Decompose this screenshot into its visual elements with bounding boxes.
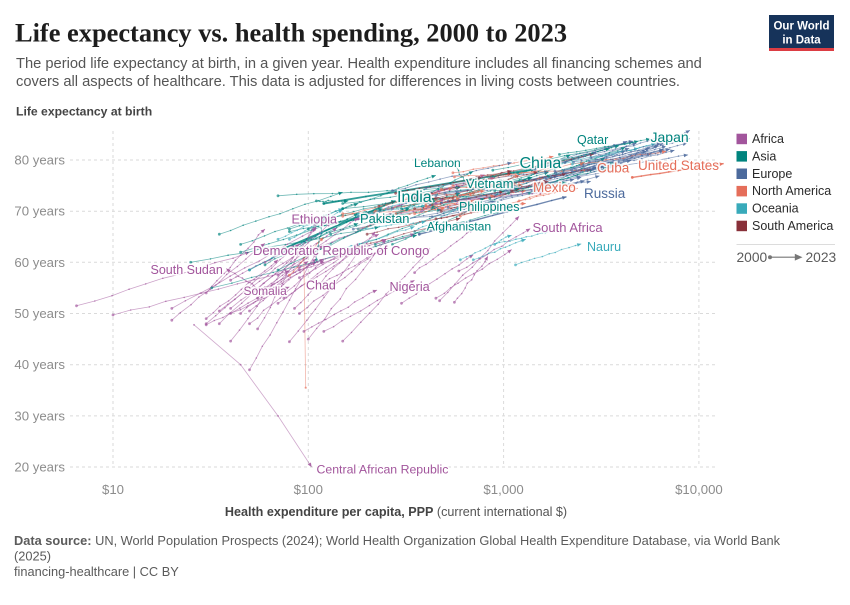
svg-text:50 years: 50 years (14, 306, 65, 321)
svg-text:2023: 2023 (806, 250, 837, 265)
svg-text:The period life expectancy at: The period life expectancy at birth, in … (16, 56, 702, 72)
svg-text:in Data: in Data (782, 35, 821, 47)
svg-text:70 years: 70 years (14, 204, 65, 219)
svg-text:South Sudan: South Sudan (151, 263, 223, 277)
svg-text:Health expenditure per capita,: Health expenditure per capita, PPP (curr… (225, 505, 567, 519)
svg-text:Ethiopia: Ethiopia (292, 213, 338, 227)
svg-text:China: China (520, 155, 562, 172)
svg-text:South Africa: South Africa (533, 220, 604, 235)
svg-text:Japan: Japan (651, 129, 689, 145)
svg-text:Oceania: Oceania (752, 202, 799, 216)
svg-text:covers all aspects of healthca: covers all aspects of healthcare. This d… (16, 74, 680, 90)
svg-text:Somalia: Somalia (244, 284, 288, 298)
svg-text:Vietnam: Vietnam (466, 176, 513, 191)
svg-text:$10,000: $10,000 (675, 482, 723, 497)
svg-text:Nigeria: Nigeria (390, 280, 431, 294)
svg-text:Cuba: Cuba (597, 161, 630, 176)
svg-text:20 years: 20 years (14, 460, 65, 475)
svg-text:30 years: 30 years (14, 408, 65, 423)
svg-text:2000: 2000 (737, 250, 768, 265)
svg-text:Mexico: Mexico (533, 180, 576, 195)
svg-text:India: India (397, 189, 432, 206)
svg-text:$100: $100 (294, 482, 323, 497)
svg-text:(2025): (2025) (14, 549, 51, 564)
svg-text:Life expectancy vs. health spe: Life expectancy vs. health spending, 200… (15, 18, 567, 48)
svg-text:Central African Republic: Central African Republic (317, 463, 449, 477)
svg-text:Russia: Russia (584, 186, 626, 201)
svg-text:40 years: 40 years (14, 357, 65, 372)
svg-text:North America: North America (752, 184, 831, 198)
svg-text:Nauru: Nauru (587, 240, 621, 254)
svg-text:Qatar: Qatar (577, 133, 608, 147)
svg-text:Europe: Europe (752, 167, 792, 181)
svg-text:80 years: 80 years (14, 153, 65, 168)
svg-text:South America: South America (752, 219, 833, 233)
svg-text:Lebanon: Lebanon (414, 156, 461, 170)
svg-text:Data source: UN, World Populat: Data source: UN, World Population Prospe… (14, 533, 781, 548)
svg-text:financing-healthcare | CC BY: financing-healthcare | CC BY (14, 564, 179, 579)
svg-text:Democratic Republic of Congo: Democratic Republic of Congo (253, 243, 429, 258)
svg-text:Africa: Africa (752, 132, 784, 146)
svg-text:$1,000: $1,000 (483, 482, 523, 497)
svg-text:Life expectancy at birth: Life expectancy at birth (16, 105, 152, 119)
svg-text:Philippines: Philippines (459, 200, 519, 214)
svg-text:Afghanistan: Afghanistan (427, 220, 491, 234)
svg-text:United States: United States (638, 158, 719, 173)
svg-text:$10: $10 (102, 482, 124, 497)
svg-text:60 years: 60 years (14, 255, 65, 270)
svg-text:Pakistan: Pakistan (360, 211, 409, 226)
svg-text:Our World: Our World (773, 21, 829, 33)
svg-text:Asia: Asia (752, 149, 776, 163)
svg-text:Chad: Chad (306, 279, 336, 293)
